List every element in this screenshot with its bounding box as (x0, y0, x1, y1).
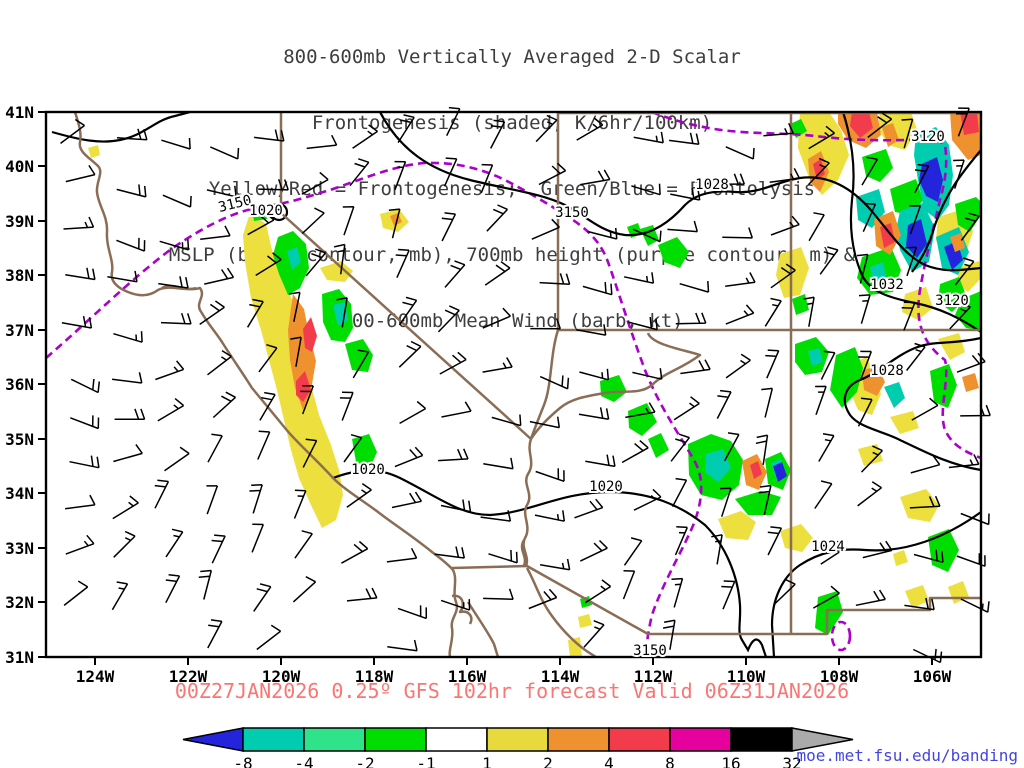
svg-text:3150: 3150 (217, 192, 254, 216)
title-line-4: MSLP (black contour, mb), 700mb height (… (168, 244, 856, 266)
svg-text:32: 32 (782, 754, 801, 768)
banding-site-link[interactable]: moe.met.fsu.edu/banding (796, 746, 1018, 765)
svg-text:16: 16 (721, 754, 740, 768)
svg-text:1020: 1020 (589, 479, 623, 495)
height-contour (45, 110, 982, 658)
svg-text:106W: 106W (913, 667, 952, 686)
svg-text:3120: 3120 (935, 293, 969, 309)
map-axes: 41N 40N 39N 38N 37N 36N 35N 34N 33N 32N 31N 124W 122… (5, 103, 983, 686)
svg-text:8: 8 (665, 754, 675, 768)
svg-text:1020: 1020 (351, 462, 385, 478)
forecast-info-text: 00Z27JAN2026 0.25º GFS 102hr forecast Va… (174, 679, 850, 703)
svg-text:124W: 124W (76, 667, 115, 686)
svg-text:-2: -2 (355, 754, 374, 768)
svg-text:4: 4 (604, 754, 614, 768)
svg-text:38N: 38N (5, 266, 34, 285)
coastline-path (73, 111, 597, 659)
svg-text:40N: 40N (5, 157, 34, 176)
title-line-5: 800-600mb Mean Wind (barb, kt) (340, 310, 684, 332)
title-line-1: 800-600mb Vertically Averaged 2-D Scalar (283, 46, 741, 68)
svg-text:31N: 31N (5, 648, 34, 667)
svg-text:122W: 122W (169, 667, 208, 686)
svg-text:1020: 1020 (249, 203, 283, 219)
svg-text:-1: -1 (416, 754, 435, 768)
svg-text:108W: 108W (820, 667, 859, 686)
svg-text:114W: 114W (541, 667, 580, 686)
svg-text:2: 2 (543, 754, 553, 768)
svg-text:3150: 3150 (555, 205, 589, 221)
svg-text:32N: 32N (5, 593, 34, 612)
svg-text:34N: 34N (5, 484, 34, 503)
mslp-contour (51, 110, 982, 658)
svg-text:1024: 1024 (811, 539, 845, 555)
svg-text:36N: 36N (5, 375, 34, 394)
svg-text:118W: 118W (355, 667, 394, 686)
svg-text:3150: 3150 (633, 643, 667, 659)
frontogenesis-shading (88, 112, 981, 657)
svg-text:1: 1 (482, 754, 492, 768)
svg-text:39N: 39N (5, 212, 34, 231)
svg-text:120W: 120W (262, 667, 301, 686)
svg-text:110W: 110W (727, 667, 766, 686)
svg-text:112W: 112W (634, 667, 673, 686)
colorbar: -8 -4 -2 -1 1 2 4 8 16 32 (182, 727, 854, 768)
svg-text:1028: 1028 (870, 363, 904, 379)
svg-text:-8: -8 (233, 754, 252, 768)
svg-text:1032: 1032 (870, 277, 904, 293)
svg-text:1028: 1028 (695, 177, 729, 193)
svg-text:3120: 3120 (911, 129, 945, 145)
svg-text:-4: -4 (294, 754, 313, 768)
svg-text:41N: 41N (5, 103, 34, 122)
svg-text:35N: 35N (5, 430, 34, 449)
svg-text:33N: 33N (5, 539, 34, 558)
svg-text:116W: 116W (448, 667, 487, 686)
svg-text:37N: 37N (5, 321, 34, 340)
wind-barbs (60, 106, 991, 664)
